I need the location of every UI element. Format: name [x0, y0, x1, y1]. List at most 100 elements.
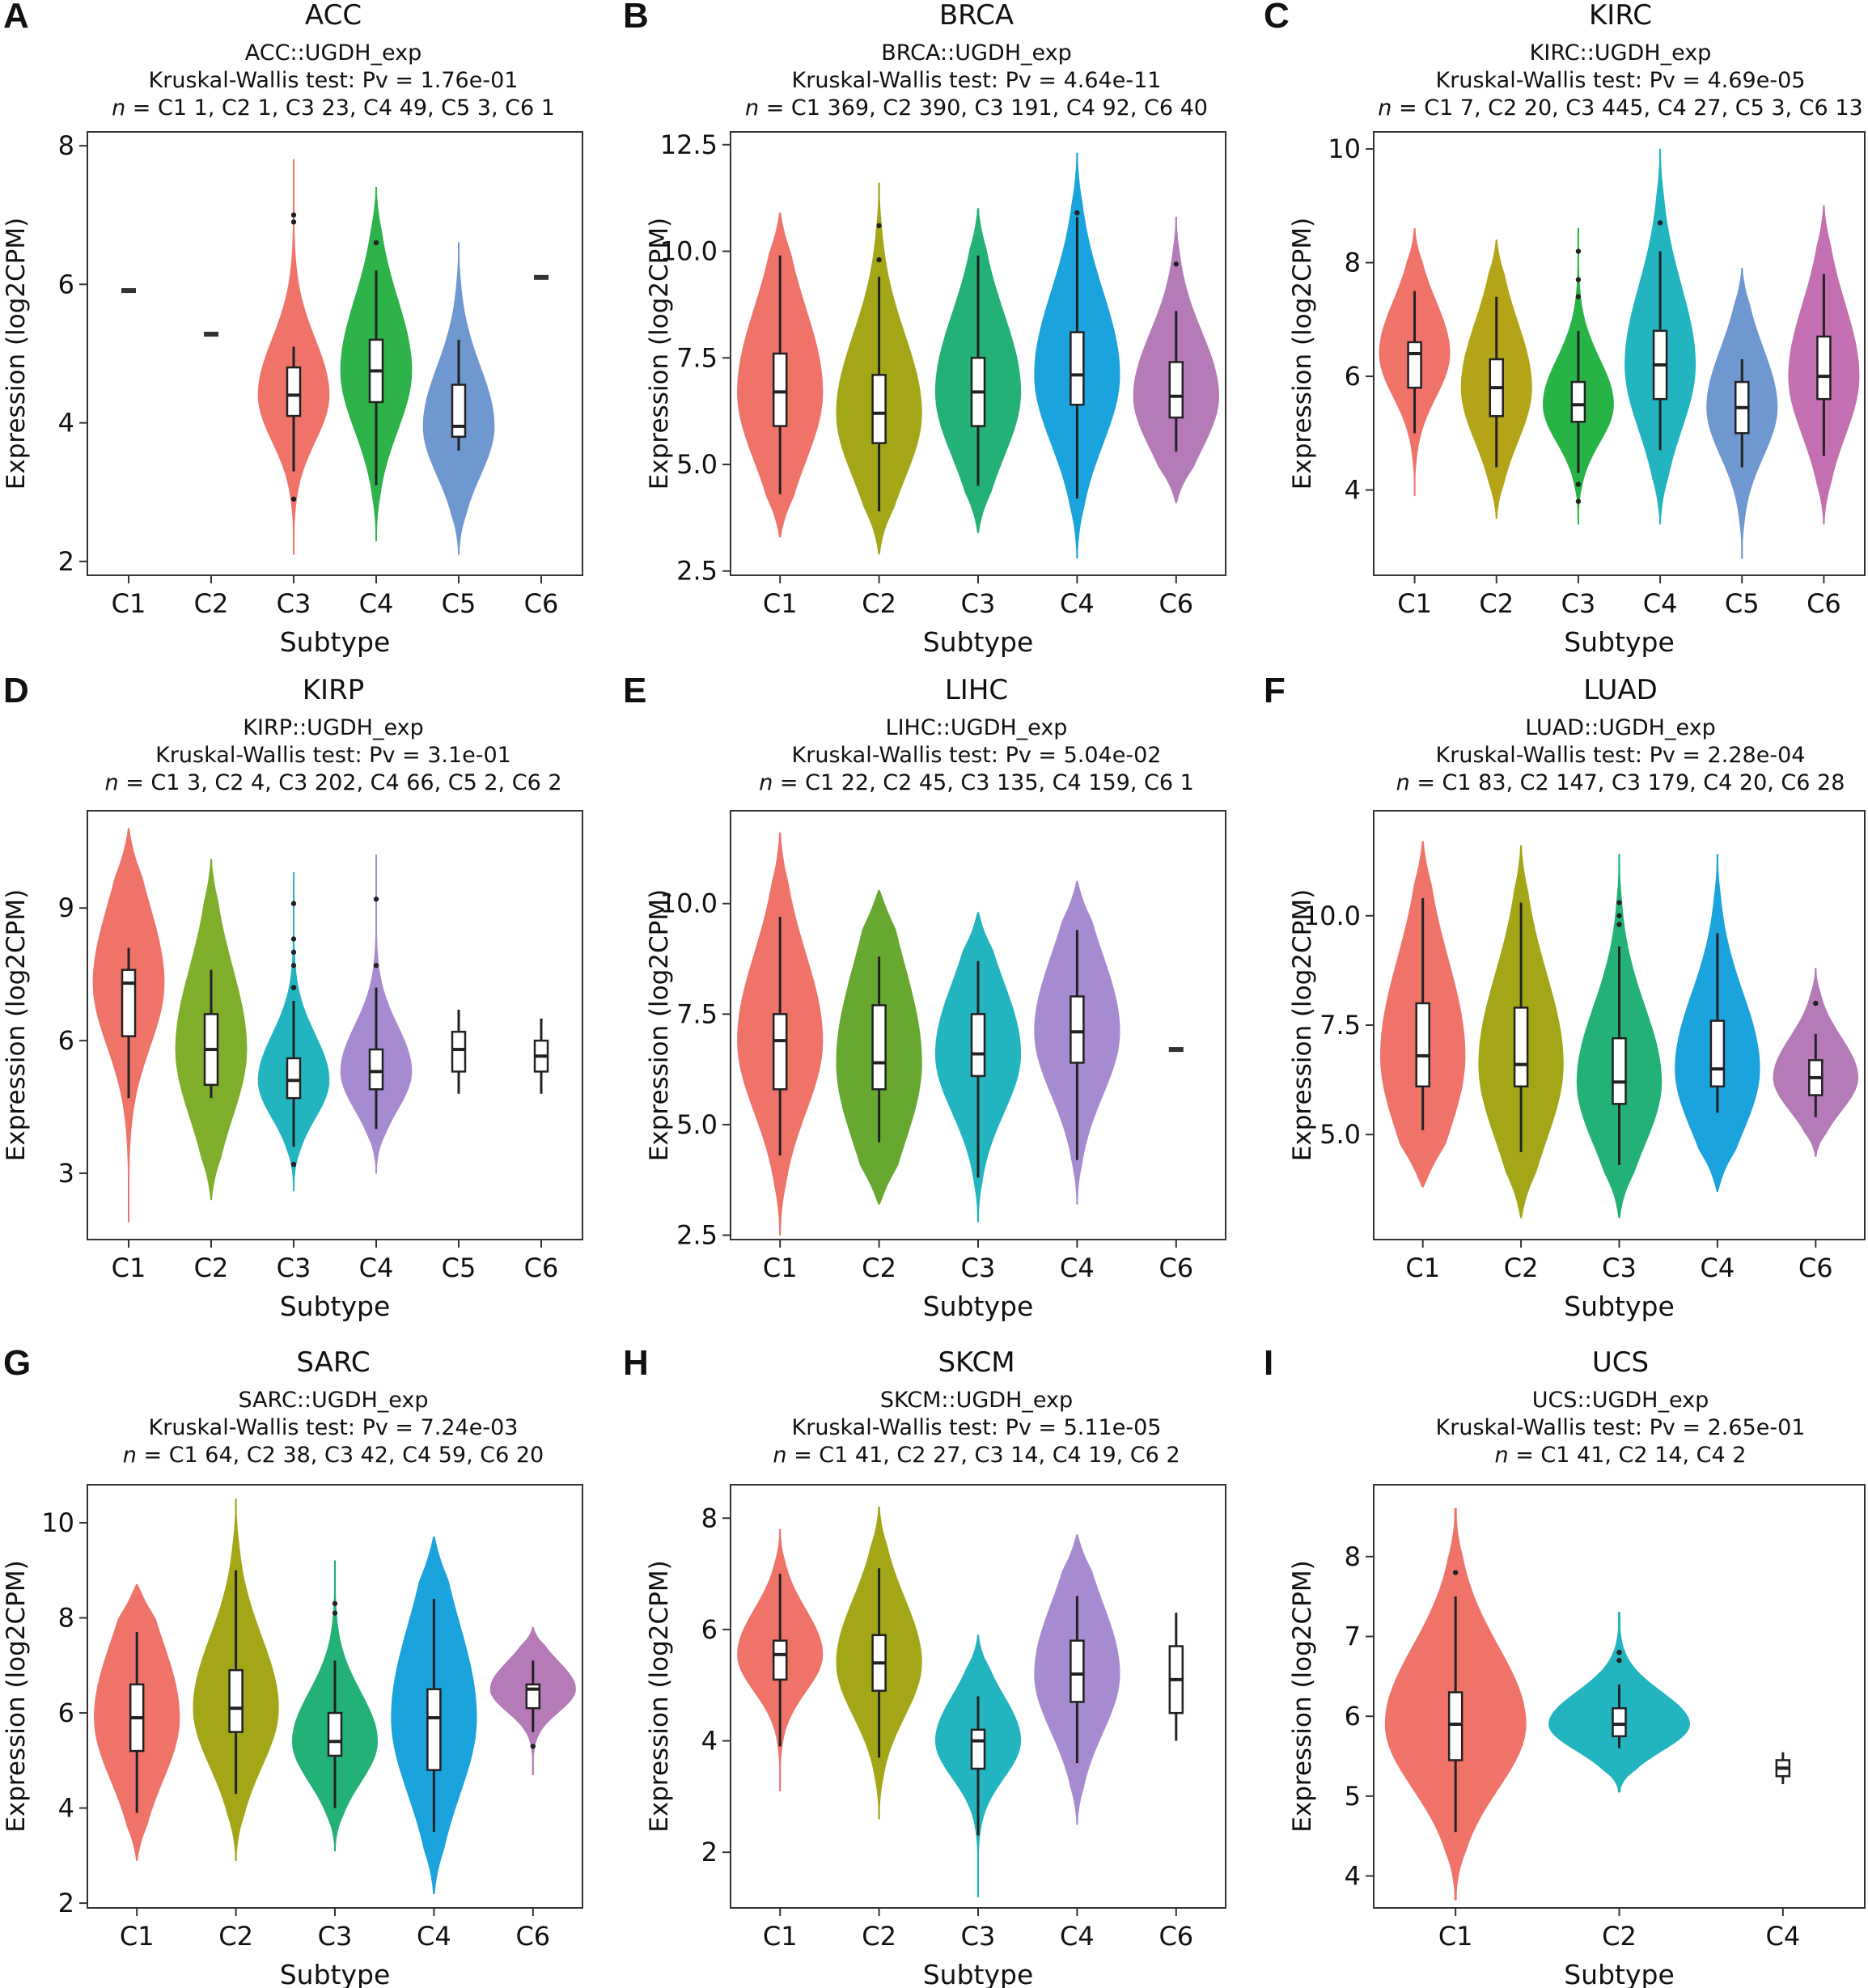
y-tick-label: 9 [58, 892, 74, 923]
x-axis-label: Subtype [1564, 626, 1675, 658]
box [1513, 1007, 1529, 1087]
y-tick-label: 6 [1345, 1701, 1361, 1732]
y-axis-label: Expression (log2CPM) [645, 889, 674, 1161]
x-axis-label: Subtype [280, 1291, 391, 1322]
y-tick-label: 6 [58, 1698, 74, 1728]
box [772, 1639, 788, 1681]
panel-title: UCS [1592, 1346, 1649, 1379]
x-tick-label: C1 [1405, 1253, 1440, 1283]
x-tick-label: C6 [1798, 1253, 1833, 1283]
outlier-point [1074, 210, 1080, 216]
panel-letter: F [1264, 671, 1286, 710]
outlier-point [1616, 913, 1622, 918]
panel-subtitle-line: Kruskal-Wallis test: Pv = 1.76e-01 [149, 68, 519, 93]
series-c1 [1379, 841, 1466, 1188]
box [1407, 341, 1422, 389]
x-tick-label: C3 [1602, 1253, 1637, 1283]
outlier-point [290, 901, 297, 906]
x-axis-label: Subtype [1564, 1959, 1675, 1988]
y-tick-label: 8 [1345, 248, 1361, 278]
outlier-point [1575, 498, 1582, 504]
box [1070, 331, 1085, 406]
series-c5 [1706, 268, 1778, 559]
series-c2 [175, 858, 248, 1201]
plot-frame [87, 131, 583, 576]
series-c2 [193, 1498, 279, 1861]
x-tick-label: C1 [112, 588, 146, 619]
x-tick-label: C4 [1060, 588, 1095, 619]
y-tick-label: 6 [58, 1025, 74, 1056]
series-c1 [1379, 227, 1451, 497]
outlier-point [1616, 1650, 1622, 1655]
x-tick-label: C3 [318, 1921, 353, 1952]
series-c3 [934, 1634, 1022, 1897]
x-tick-label: C4 [417, 1921, 451, 1952]
outlier-point [1616, 900, 1622, 905]
sample-size-line: n = C1 369, C2 390, C3 191, C4 92, C6 40 [745, 95, 1208, 121]
outlier-point [1616, 922, 1622, 927]
series-c6 [1168, 1047, 1184, 1053]
y-tick-label: 4 [58, 1793, 74, 1824]
y-tick-label: 5 [1345, 1781, 1361, 1812]
x-axis-label: Subtype [280, 1959, 391, 1988]
outlier-point [1575, 248, 1582, 254]
y-tick-label: 8 [58, 130, 74, 161]
panel-subtitle-line: Kruskal-Wallis test: Pv = 5.04e-02 [792, 743, 1162, 768]
panel-subtitle-line: Kruskal-Wallis test: Pv = 2.65e-01 [1436, 1415, 1806, 1440]
outlier-point [1575, 481, 1582, 487]
panel-letter: E [623, 671, 646, 710]
x-tick-label: C5 [442, 588, 477, 619]
x-tick-label: C6 [1158, 588, 1193, 619]
panel-letter: D [3, 671, 29, 710]
series-c2 [836, 182, 922, 555]
sample-size-line: n = C1 41, C2 14, C4 2 [1495, 1443, 1747, 1468]
y-tick-label: 6 [701, 1614, 718, 1645]
y-tick-label: 6 [58, 269, 74, 299]
x-tick-label: C3 [961, 1921, 996, 1952]
y-axis-label: Expression (log2CPM) [1288, 218, 1317, 490]
box [871, 374, 887, 444]
panel-subtitle-line: Kruskal-Wallis test: Pv = 4.69e-05 [1436, 68, 1806, 93]
series-c1 [121, 288, 136, 294]
x-tick-label: C3 [1561, 588, 1596, 619]
x-tick-label: C3 [277, 588, 311, 619]
box [1415, 1002, 1430, 1087]
x-tick-label: C3 [277, 1253, 311, 1283]
outlier-point [373, 963, 379, 969]
panel-letter: B [623, 0, 649, 36]
y-axis-label: Expression (log2CPM) [2, 1560, 31, 1832]
x-tick-label: C2 [1602, 1921, 1637, 1952]
y-tick-label: 4 [701, 1726, 718, 1757]
panel-subtitle-line: BRCA::UGDH_exp [881, 40, 1072, 66]
series-c1 [737, 832, 824, 1236]
outlier-point [1616, 1657, 1622, 1664]
outlier-point [290, 219, 297, 225]
outlier-point [1452, 1570, 1459, 1575]
x-tick-label: C2 [1479, 588, 1514, 619]
panel-title: LIHC [945, 674, 1008, 706]
sample-size-line: n = C1 3, C2 4, C3 202, C4 66, C5 2, C6 … [104, 770, 561, 795]
y-tick-label: 10.0 [1303, 901, 1361, 931]
x-tick-label: C6 [1158, 1253, 1193, 1283]
outlier-point [373, 897, 379, 902]
sample-size-line: n = C1 64, C2 38, C3 42, C4 59, C6 20 [123, 1443, 544, 1468]
y-tick-label: 10.0 [660, 888, 718, 919]
plot-frame [1373, 131, 1866, 576]
y-tick-label: 7.5 [676, 998, 718, 1029]
y-axis-label: Expression (log2CPM) [645, 218, 674, 490]
series-c2 [1460, 239, 1532, 519]
series-c4 [340, 854, 413, 1174]
series-c3 [934, 912, 1022, 1223]
outlier-point [290, 985, 297, 990]
panel-subtitle-line: KIRC::UGDH_exp [1530, 40, 1712, 66]
x-tick-label: C4 [1060, 1253, 1095, 1283]
x-tick-label: C4 [1765, 1921, 1800, 1952]
x-tick-label: C1 [763, 1253, 798, 1283]
y-tick-label: 8 [701, 1503, 718, 1533]
single-value-mark [121, 288, 136, 294]
outlier-point [1657, 220, 1663, 226]
y-tick-label: 8 [1345, 1541, 1361, 1572]
